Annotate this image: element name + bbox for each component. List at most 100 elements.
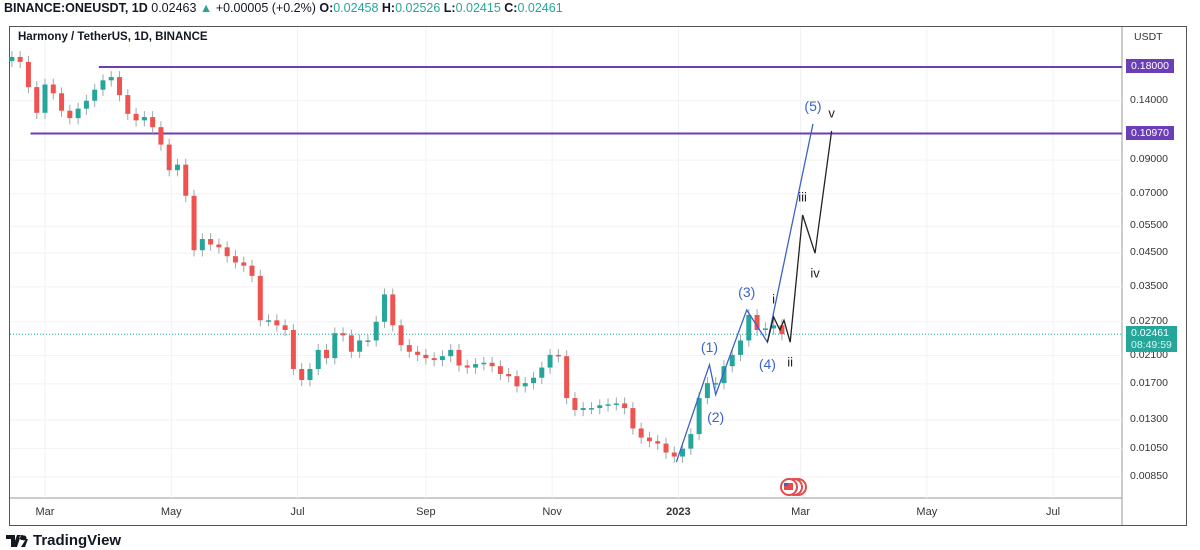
- candle-down: [564, 356, 570, 399]
- candle-down: [158, 127, 164, 145]
- elliott-wave-sub: [766, 130, 833, 343]
- candle-up: [696, 398, 702, 435]
- candle-down: [663, 443, 669, 453]
- candle-up: [597, 405, 603, 409]
- up-arrow-icon: ▲: [199, 1, 213, 15]
- candle-up: [100, 80, 106, 90]
- tradingview-icon: [6, 534, 28, 547]
- candle-down: [282, 325, 288, 330]
- candle-down: [17, 56, 23, 62]
- candle-down: [249, 265, 255, 276]
- candle-up: [762, 328, 768, 330]
- candle-down: [390, 294, 396, 326]
- candle-down: [125, 95, 131, 114]
- level-price-tag: 0.18000: [1126, 59, 1174, 73]
- candle-down: [216, 244, 222, 248]
- candle-up: [721, 366, 727, 384]
- candle-down: [299, 368, 305, 381]
- candle-down: [646, 437, 652, 442]
- time-tick-label: Nov: [542, 506, 562, 518]
- bar-countdown: 08:49:59: [1131, 339, 1172, 352]
- last-price: 0.02463: [151, 1, 197, 15]
- candle-down: [133, 113, 139, 121]
- candle-down: [398, 325, 404, 346]
- close-value: 0.02461: [517, 1, 563, 15]
- candle-down: [638, 428, 644, 438]
- price-tick-label: 0.07000: [1130, 186, 1168, 199]
- candle-down: [406, 345, 412, 352]
- price-tick-label: 0.01300: [1130, 412, 1168, 425]
- candle-down: [208, 239, 214, 245]
- candle-down: [348, 335, 354, 352]
- candle-down: [150, 117, 156, 128]
- wave-label: (1): [700, 338, 719, 355]
- candle-down: [340, 333, 346, 336]
- candle-up: [42, 84, 48, 113]
- wave-label: (3): [738, 283, 756, 300]
- economic-events-icon[interactable]: [780, 478, 807, 496]
- candle-down: [497, 366, 503, 375]
- flag-canton: [784, 483, 788, 486]
- wave-label: ii: [787, 354, 794, 370]
- candle-up: [746, 314, 752, 341]
- candle-down: [224, 247, 230, 257]
- flag-icon: [784, 483, 793, 490]
- price-tick-label: 0.04500: [1130, 246, 1168, 259]
- candle-up: [522, 383, 528, 387]
- candle-up: [688, 434, 694, 449]
- candle-up: [332, 333, 338, 359]
- candle-down: [514, 376, 520, 387]
- price-tick-label: 0.14000: [1130, 93, 1168, 106]
- time-tick-label: 2023: [666, 506, 691, 518]
- candle-up: [580, 408, 586, 410]
- candle-up: [588, 408, 594, 410]
- price-tick-label: 0.09000: [1130, 153, 1168, 166]
- low-value: 0.02415: [455, 1, 501, 15]
- candle-up: [266, 320, 272, 322]
- candle-down: [257, 275, 263, 321]
- candle-up: [613, 403, 619, 405]
- price-tick-label: 0.02700: [1130, 314, 1168, 327]
- candle-up: [448, 349, 454, 357]
- wave-label: iv: [810, 265, 820, 281]
- candle-up: [547, 354, 553, 368]
- elliott-wave-primary: [675, 123, 814, 463]
- price-tick-label: 0.01050: [1130, 441, 1168, 454]
- candle-up: [680, 448, 686, 457]
- candle-down: [191, 195, 197, 251]
- candle-up: [83, 100, 89, 109]
- candle-up: [729, 354, 735, 367]
- brand-name: TradingView: [33, 532, 122, 549]
- candle-down: [117, 77, 123, 96]
- candle-down: [241, 262, 247, 266]
- candle-down: [50, 84, 56, 94]
- candle-down: [274, 320, 280, 326]
- candle-down: [630, 408, 636, 429]
- candle-up: [75, 108, 81, 119]
- open-label: O:: [319, 1, 334, 15]
- open-value: 0.02458: [333, 1, 379, 15]
- candle-down: [464, 365, 470, 368]
- candle-down: [489, 362, 495, 367]
- tradingview-logo[interactable]: TradingView: [6, 532, 121, 549]
- candle-up: [439, 356, 445, 361]
- candle-down: [25, 61, 31, 88]
- time-tick-label: Sep: [416, 506, 436, 518]
- price-change: +0.00005 (+0.2%): [215, 1, 316, 15]
- symbol-name: BINANCE:ONEUSDT, 1D: [4, 1, 148, 15]
- chart-frame[interactable]: [9, 26, 1187, 526]
- time-tick-label: Mar: [791, 506, 811, 518]
- candle-down: [232, 256, 238, 263]
- candle-down: [671, 452, 677, 457]
- low-label: L:: [443, 1, 456, 15]
- high-value: 0.02526: [395, 1, 441, 15]
- candle-down: [67, 110, 73, 119]
- candle-up: [174, 164, 180, 171]
- candle-up: [315, 349, 321, 369]
- candle-down: [59, 93, 65, 111]
- symbol-header: BINANCE:ONEUSDT, 1D 0.02463 ▲ +0.00005 (…: [4, 1, 563, 15]
- candle-up: [357, 340, 363, 352]
- candle-up: [713, 383, 719, 385]
- candle-up: [481, 362, 487, 365]
